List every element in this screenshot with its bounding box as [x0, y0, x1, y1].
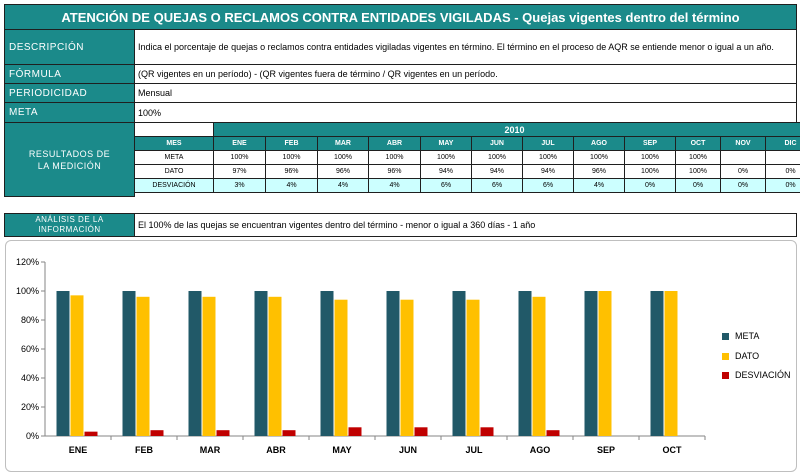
month-header-jul: JUL: [522, 136, 574, 151]
year-header: 2010: [212, 122, 800, 137]
page-title: ATENCIÓN DE QUEJAS O RECLAMOS CONTRA ENT…: [4, 4, 797, 30]
cell-meta-ene: 100%: [213, 150, 266, 165]
descripcion-value: Indica el porcentaje de quejas o reclamo…: [134, 29, 797, 65]
periodicidad-value: Mensual: [134, 83, 797, 103]
cell-desviacin-sep: 0%: [624, 178, 676, 193]
cell-dato-oct: 100%: [675, 164, 721, 179]
month-header-sep: SEP: [624, 136, 676, 151]
cell-meta-ago: 100%: [573, 150, 625, 165]
chart-frame: [5, 240, 797, 472]
cell-desviacin-jul: 6%: [522, 178, 574, 193]
analisis-value: El 100% de las quejas se encuentran vige…: [134, 213, 797, 237]
month-header-oct: OCT: [675, 136, 721, 151]
results-table: 2010 MES ENE FEB MAR ABR MAY JUN JUL AGO SEP OCT NO…: [134, 122, 800, 193]
cell-dato-jul: 94%: [522, 164, 574, 179]
mes-header: MES: [134, 136, 214, 151]
legend-item-desviacin: DESVIACIÓN: [722, 370, 791, 380]
formula-value: (QR vigentes en un período) - (QR vigent…: [134, 64, 797, 84]
cell-meta-mar: 100%: [317, 150, 369, 165]
meta-label: META: [4, 102, 135, 123]
cell-dato-ago: 96%: [573, 164, 625, 179]
row-label-desviacion: DESVIACIÓN: [134, 178, 214, 193]
cell-desviacin-ene: 3%: [213, 178, 266, 193]
legend-swatch: [722, 352, 729, 360]
legend-swatch: [722, 332, 729, 340]
legend-label: META: [735, 331, 760, 341]
cell-desviacin-abr: 4%: [368, 178, 421, 193]
cell-desviacin-nov: 0%: [720, 178, 766, 193]
month-header-jun: JUN: [471, 136, 523, 151]
cell-dato-nov: 0%: [720, 164, 766, 179]
meta-value: 100%: [134, 102, 797, 123]
month-header-ago: AGO: [573, 136, 625, 151]
cell-dato-sep: 100%: [624, 164, 676, 179]
legend-swatch: [722, 371, 729, 379]
cell-desviacin-feb: 4%: [265, 178, 318, 193]
legend-item-dato: DATO: [722, 351, 759, 361]
month-header-abr: ABR: [368, 136, 421, 151]
cell-desviacin-jun: 6%: [471, 178, 523, 193]
cell-desviacin-oct: 0%: [675, 178, 721, 193]
cell-meta-jun: 100%: [471, 150, 523, 165]
cell-meta-sep: 100%: [624, 150, 676, 165]
legend-label: DATO: [735, 351, 760, 361]
row-label-dato: DATO: [134, 164, 214, 179]
cell-meta-nov: [720, 150, 766, 165]
cell-desviacin-dic: 0%: [764, 178, 800, 193]
analisis-label-line1: ANÁLISIS DE LA: [35, 215, 104, 224]
cell-dato-mar: 96%: [317, 164, 369, 179]
cell-desviacin-ago: 4%: [573, 178, 625, 193]
month-header-feb: FEB: [265, 136, 318, 151]
cell-dato-abr: 96%: [368, 164, 421, 179]
cell-meta-jul: 100%: [522, 150, 574, 165]
resultados-label-line1: RESULTADOS DE: [28, 148, 111, 159]
month-header-ene: ENE: [213, 136, 266, 151]
legend-label: DESVIACIÓN: [735, 370, 791, 380]
cell-meta-abr: 100%: [368, 150, 421, 165]
row-label-meta: META: [134, 150, 214, 165]
cell-desviacin-may: 6%: [420, 178, 472, 193]
cell-meta-feb: 100%: [265, 150, 318, 165]
cell-meta-may: 100%: [420, 150, 472, 165]
cell-dato-feb: 96%: [265, 164, 318, 179]
cell-desviacin-mar: 4%: [317, 178, 369, 193]
periodicidad-label: PERIODICIDAD: [4, 83, 135, 103]
month-header-may: MAY: [420, 136, 472, 151]
month-header-nov: NOV: [720, 136, 766, 151]
cell-dato-dic: 0%: [764, 164, 800, 179]
cell-dato-ene: 97%: [213, 164, 266, 179]
formula-label: FÓRMULA: [4, 64, 135, 84]
descripcion-label: DESCRIPCIÓN: [4, 29, 135, 65]
cell-dato-jun: 94%: [471, 164, 523, 179]
analisis-label-line2: INFORMACIÓN: [38, 225, 101, 234]
month-header-mar: MAR: [317, 136, 369, 151]
cell-dato-may: 94%: [420, 164, 472, 179]
resultados-label-line2: LA MEDICIÓN: [37, 160, 102, 171]
month-header-dic: DIC: [764, 136, 800, 151]
resultados-label: RESULTADOS DE LA MEDICIÓN: [4, 122, 135, 197]
legend-item-meta: META: [722, 331, 759, 341]
analisis-label: ANÁLISIS DE LA INFORMACIÓN: [4, 213, 135, 237]
cell-meta-dic: [764, 150, 800, 165]
cell-meta-oct: 100%: [675, 150, 721, 165]
